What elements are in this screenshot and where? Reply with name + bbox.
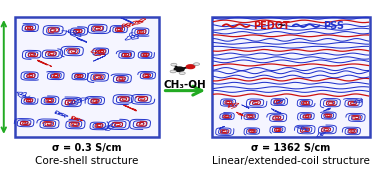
Text: PSS: PSS bbox=[323, 21, 344, 31]
Text: Core-shell structure: Core-shell structure bbox=[35, 156, 139, 166]
Circle shape bbox=[194, 63, 200, 65]
Bar bbox=[15, 17, 159, 137]
Circle shape bbox=[171, 63, 177, 66]
Text: PEDOT: PEDOT bbox=[253, 21, 290, 31]
Text: CH₃-OH: CH₃-OH bbox=[164, 80, 207, 90]
Circle shape bbox=[170, 70, 176, 73]
Circle shape bbox=[186, 65, 195, 69]
Text: ~: ~ bbox=[277, 21, 286, 31]
Text: σ = 1362 S/cm: σ = 1362 S/cm bbox=[251, 143, 331, 153]
Circle shape bbox=[179, 72, 185, 75]
Bar bbox=[212, 17, 370, 137]
Text: 60 nm: 60 nm bbox=[0, 61, 1, 93]
Text: Linear/extended-coil structure: Linear/extended-coil structure bbox=[212, 156, 370, 166]
Text: σ = 0.3 S/cm: σ = 0.3 S/cm bbox=[52, 143, 122, 153]
Circle shape bbox=[174, 67, 184, 71]
